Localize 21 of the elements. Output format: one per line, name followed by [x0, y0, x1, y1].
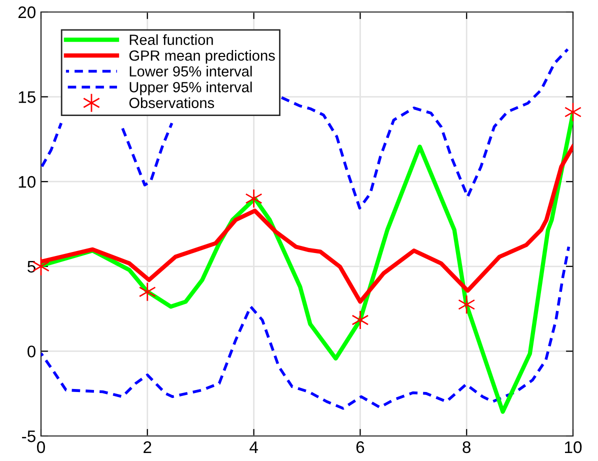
- y-tick-label: 10: [18, 176, 36, 188]
- point: [245, 188, 262, 208]
- point: [138, 282, 156, 302]
- legend-label: Lower 95% interval: [130, 66, 252, 77]
- y-tick-label: -5: [22, 430, 36, 442]
- point: [458, 294, 476, 314]
- x-tick-label: 10: [565, 441, 582, 454]
- legend-label: Real function: [130, 34, 213, 45]
- y-tick-label: 15: [18, 91, 36, 104]
- x-tick-label: 4: [250, 441, 258, 453]
- x-tick-label: 8: [462, 441, 471, 454]
- y-tick-label: 0: [28, 346, 36, 358]
- x-tick-label: 2: [144, 441, 152, 453]
- legend-label: GPR mean predictions: [129, 50, 275, 64]
- y-tick-label: 20: [18, 6, 36, 18]
- x-tick-label: 0: [37, 441, 45, 454]
- legend-label: Upper 95% interval: [130, 82, 252, 96]
- legend-label: Observations: [129, 97, 214, 108]
- line-series: [41, 245, 570, 410]
- x-tick-label: 6: [356, 441, 364, 454]
- point: [352, 310, 369, 330]
